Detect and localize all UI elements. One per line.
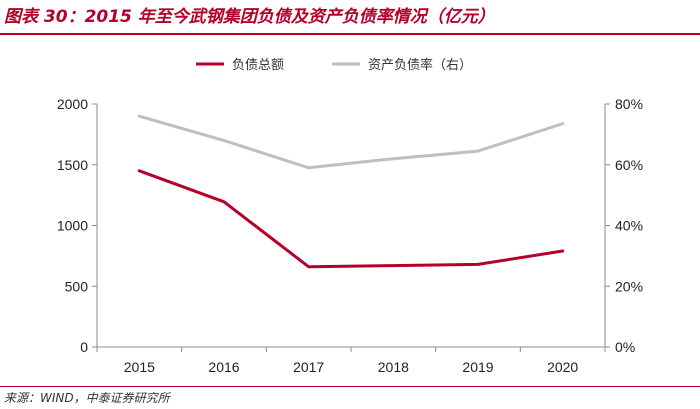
y-left-tick-label: 0 [80,339,88,355]
source-divider [0,386,700,387]
axes: 0 500 1000 1500 2000 0% 20% 40% 60% 80% 2015 2016 20… [57,96,643,375]
y-right-tick-label: 40% [615,218,643,234]
y-left-tick-label: 2000 [57,96,88,112]
chart-title: 图表 30：2015 年至今武钢集团负债及资产负债率情况（亿元） [4,7,495,27]
y-left-tick-label: 500 [65,278,89,294]
legend-label: 资产负债率（右） [368,57,472,73]
x-tick-label: 2020 [547,359,578,375]
y-right-tick-label: 80% [615,96,643,112]
series-group [137,114,565,269]
y-right-tick-label: 20% [615,278,643,294]
title-divider [0,33,700,35]
x-tick-label: 2015 [124,359,155,375]
y-left-tick-label: 1500 [57,157,88,173]
legend: 负债总额 资产负债率（右） [196,57,472,73]
x-tick-label: 2017 [293,359,324,375]
y-right-tick-label: 60% [615,157,643,173]
total-liabilities-line [137,169,565,269]
debt-ratio-line [137,114,565,170]
x-tick-label: 2016 [208,359,239,375]
x-tick-label: 2018 [378,359,409,375]
y-right-tick-label: 0% [615,339,635,355]
line-chart: 负债总额 资产负债率（右） 0 500 1000 1500 2000 0% 20% 40% 60%… [57,57,643,375]
legend-label: 负债总额 [232,58,284,73]
source-note: 来源：WIND，中泰证券研究所 [4,391,170,405]
x-tick-label: 2019 [462,359,493,375]
y-left-tick-label: 1000 [57,218,88,234]
